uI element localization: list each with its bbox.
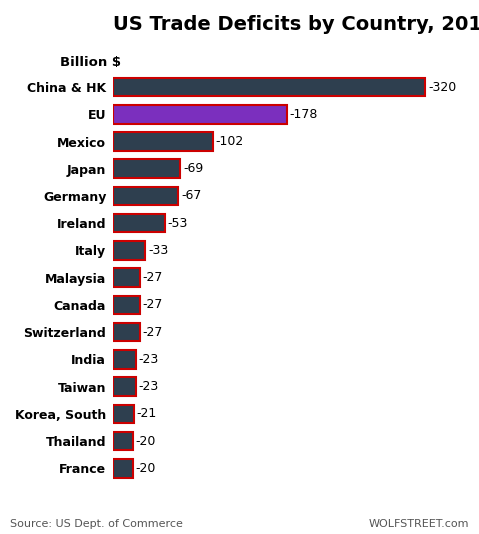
Bar	[113, 78, 425, 96]
Bar	[113, 241, 145, 260]
Bar	[113, 323, 139, 341]
Text: Source: US Dept. of Commerce: Source: US Dept. of Commerce	[10, 519, 182, 529]
Bar	[113, 296, 139, 314]
Bar	[113, 405, 134, 423]
Bar	[113, 350, 136, 368]
Text: -67: -67	[182, 190, 202, 202]
Text: -102: -102	[216, 135, 244, 148]
Bar	[113, 459, 133, 477]
Bar	[113, 160, 181, 178]
Bar	[113, 105, 286, 123]
Text: -27: -27	[142, 271, 163, 284]
Text: -27: -27	[142, 299, 163, 311]
Text: WOLFSTREET.com: WOLFSTREET.com	[369, 519, 469, 529]
Bar	[113, 214, 165, 232]
Bar	[113, 378, 136, 396]
Text: -27: -27	[142, 326, 163, 339]
Bar	[113, 187, 179, 205]
Text: -20: -20	[136, 462, 156, 475]
Bar	[113, 432, 133, 450]
Text: -23: -23	[138, 380, 159, 393]
Text: -53: -53	[168, 217, 188, 230]
Bar	[113, 269, 139, 287]
Text: US Trade Deficits by Country, 2019: US Trade Deficits by Country, 2019	[113, 15, 479, 34]
Text: -69: -69	[183, 162, 204, 175]
Text: -33: -33	[148, 244, 169, 257]
Bar	[113, 132, 213, 151]
Text: -320: -320	[428, 81, 456, 93]
Text: Billion $: Billion $	[60, 56, 121, 69]
Text: -23: -23	[138, 353, 159, 366]
Text: -20: -20	[136, 435, 156, 447]
Text: -178: -178	[290, 108, 318, 121]
Text: -21: -21	[137, 407, 157, 420]
